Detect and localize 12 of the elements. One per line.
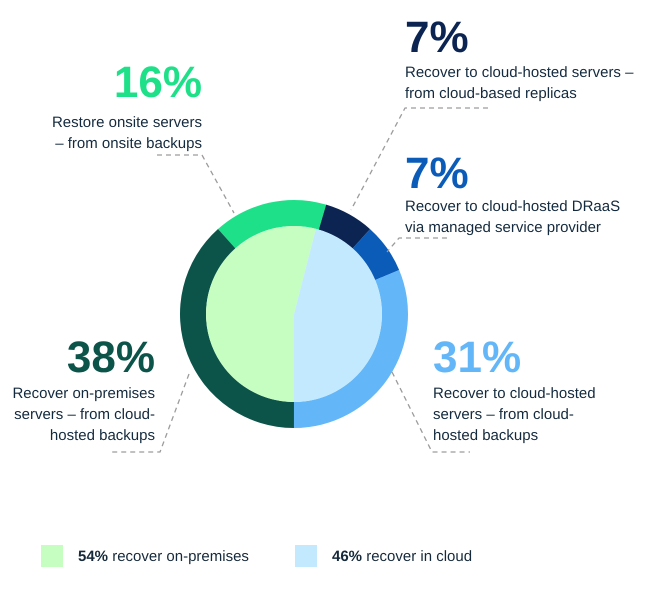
data-label: 31% bbox=[433, 333, 522, 382]
data-label: 38% bbox=[66, 333, 155, 382]
data-label: 7% bbox=[405, 149, 469, 198]
slice-label: Recover to cloud-hosted servers – from cloud-based replicas bbox=[405, 64, 634, 102]
slice-label: Recover to cloud-hosted servers – from cloud-hosted backups bbox=[433, 385, 596, 444]
slice-label: Restore onsite servers – from onsite backups bbox=[52, 114, 202, 152]
legend-label: 54% recover on-premises bbox=[78, 548, 249, 564]
data-label: 16% bbox=[114, 58, 202, 107]
legend-label: 46% recover in cloud bbox=[332, 548, 472, 564]
slice-label: Recover on-premises servers – from cloud-hosted backups bbox=[12, 385, 156, 444]
data-label: 7% bbox=[405, 13, 469, 62]
slice-label: Recover to cloud-hosted DRaaS via managed service provider bbox=[405, 198, 620, 236]
